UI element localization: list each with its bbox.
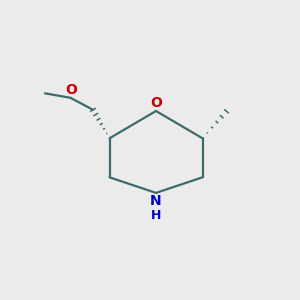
- Text: H: H: [151, 209, 161, 222]
- Text: O: O: [150, 96, 162, 110]
- Text: N: N: [150, 194, 162, 208]
- Text: O: O: [65, 83, 77, 97]
